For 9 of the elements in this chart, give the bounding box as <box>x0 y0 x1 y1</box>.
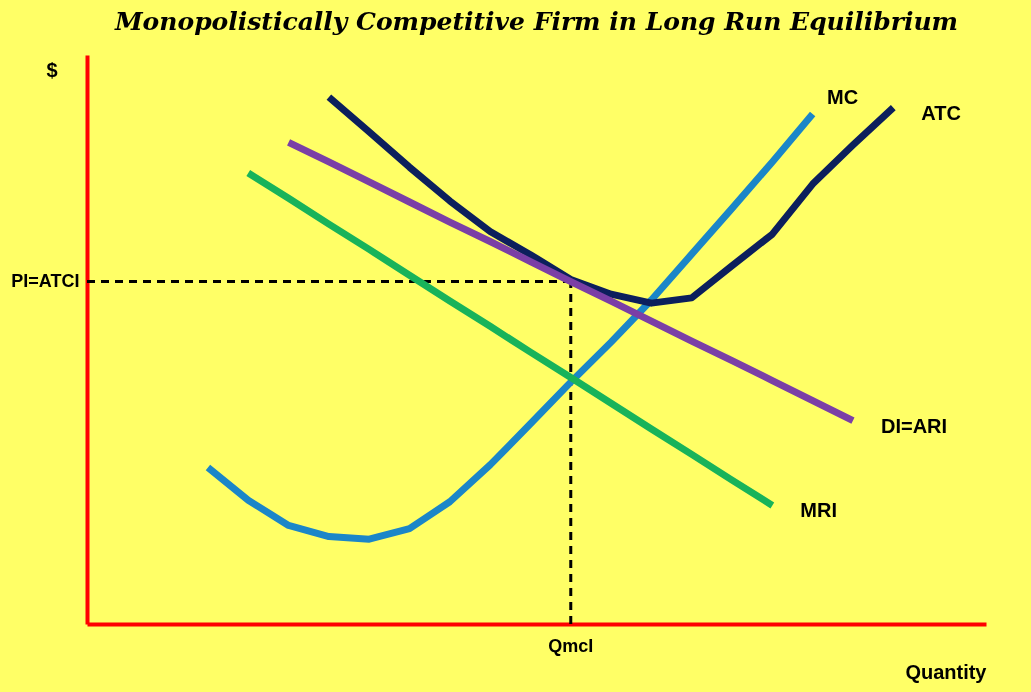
chart-title: Monopolistically Competitive Firm in Long Run Equilibrium <box>113 7 959 36</box>
series-label: DI=ARI <box>880 414 948 437</box>
series-label: MRI <box>800 499 838 522</box>
y-axis-title: $ <box>46 58 58 81</box>
x-axis-title: Quantity <box>905 660 988 683</box>
series-label: ATC <box>921 101 961 124</box>
series-label: MC <box>827 86 859 109</box>
text: QmcI <box>548 636 594 656</box>
ref-line-label: PI=ATCI <box>11 271 80 292</box>
